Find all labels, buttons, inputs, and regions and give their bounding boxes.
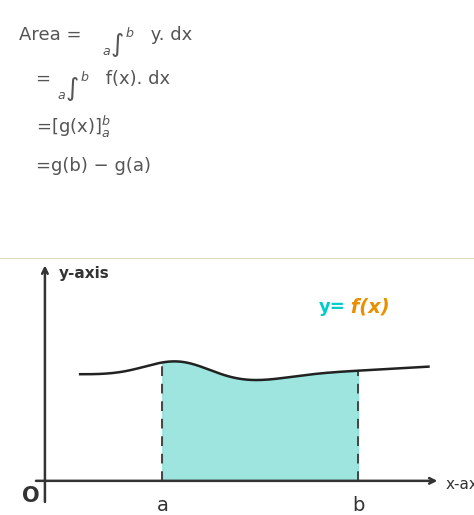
Text: =: =	[36, 70, 56, 88]
Text: Area =: Area =	[19, 26, 87, 44]
Text: x-axis: x-axis	[446, 477, 474, 492]
Text: =g(b) − g(a): =g(b) − g(a)	[36, 157, 151, 175]
Text: $_{a}\int^{b}$: $_{a}\int^{b}$	[102, 26, 135, 60]
Text: a: a	[156, 496, 168, 515]
Text: f(x). dx: f(x). dx	[100, 70, 170, 88]
Text: O: O	[22, 486, 40, 506]
Text: =[g(x)]$_{a}^{b}$: =[g(x)]$_{a}^{b}$	[36, 113, 110, 140]
Text: y-axis: y-axis	[59, 266, 110, 281]
Text: $_{a}\int^{b}$: $_{a}\int^{b}$	[57, 70, 90, 104]
Text: f(x): f(x)	[344, 298, 390, 317]
Text: y=: y=	[319, 298, 346, 316]
Text: b: b	[352, 496, 364, 515]
Text: y. dx: y. dx	[145, 26, 192, 44]
